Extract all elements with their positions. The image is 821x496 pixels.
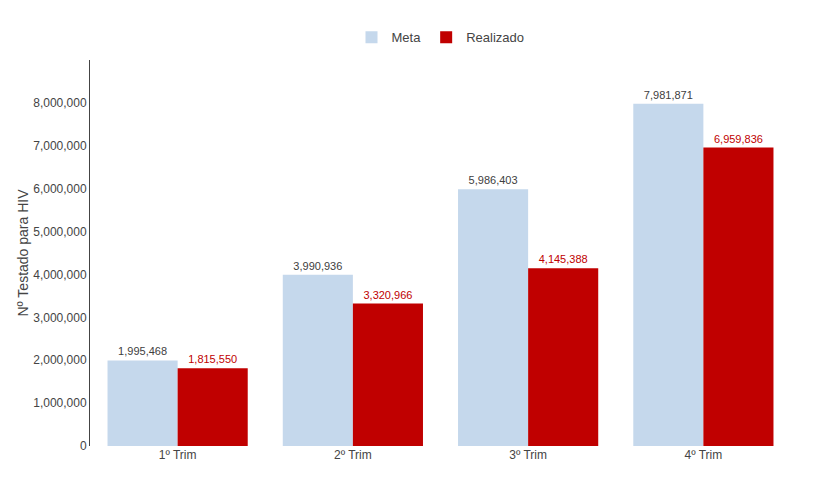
svg-text:4,000,000: 4,000,000 bbox=[33, 268, 87, 282]
svg-text:4,145,388: 4,145,388 bbox=[539, 253, 588, 265]
svg-text:8,000,000: 8,000,000 bbox=[33, 96, 87, 110]
svg-text:3,000,000: 3,000,000 bbox=[33, 311, 87, 325]
svg-text:2,000,000: 2,000,000 bbox=[33, 353, 87, 367]
svg-text:0: 0 bbox=[80, 439, 87, 453]
svg-text:Meta: Meta bbox=[392, 30, 422, 45]
svg-text:3,320,966: 3,320,966 bbox=[363, 289, 412, 301]
svg-text:6,959,836: 6,959,836 bbox=[714, 133, 763, 145]
svg-text:6,000,000: 6,000,000 bbox=[33, 182, 87, 196]
svg-text:1,815,550: 1,815,550 bbox=[188, 353, 237, 365]
svg-text:7,981,871: 7,981,871 bbox=[644, 89, 693, 101]
svg-text:3º Trim: 3º Trim bbox=[509, 448, 547, 462]
svg-text:5,986,403: 5,986,403 bbox=[469, 174, 518, 186]
svg-text:Realizado: Realizado bbox=[466, 30, 524, 45]
svg-text:2º Trim: 2º Trim bbox=[334, 448, 372, 462]
svg-text:1,000,000: 1,000,000 bbox=[33, 396, 87, 410]
svg-text:5,000,000: 5,000,000 bbox=[33, 225, 87, 239]
svg-text:Nº Testado para HIV: Nº Testado para HIV bbox=[15, 189, 31, 317]
svg-text:3,990,936: 3,990,936 bbox=[293, 260, 342, 272]
svg-text:4º Trim: 4º Trim bbox=[685, 448, 723, 462]
svg-text:1,995,468: 1,995,468 bbox=[118, 345, 167, 357]
svg-text:1º Trim: 1º Trim bbox=[159, 448, 197, 462]
svg-text:7,000,000: 7,000,000 bbox=[33, 139, 87, 153]
